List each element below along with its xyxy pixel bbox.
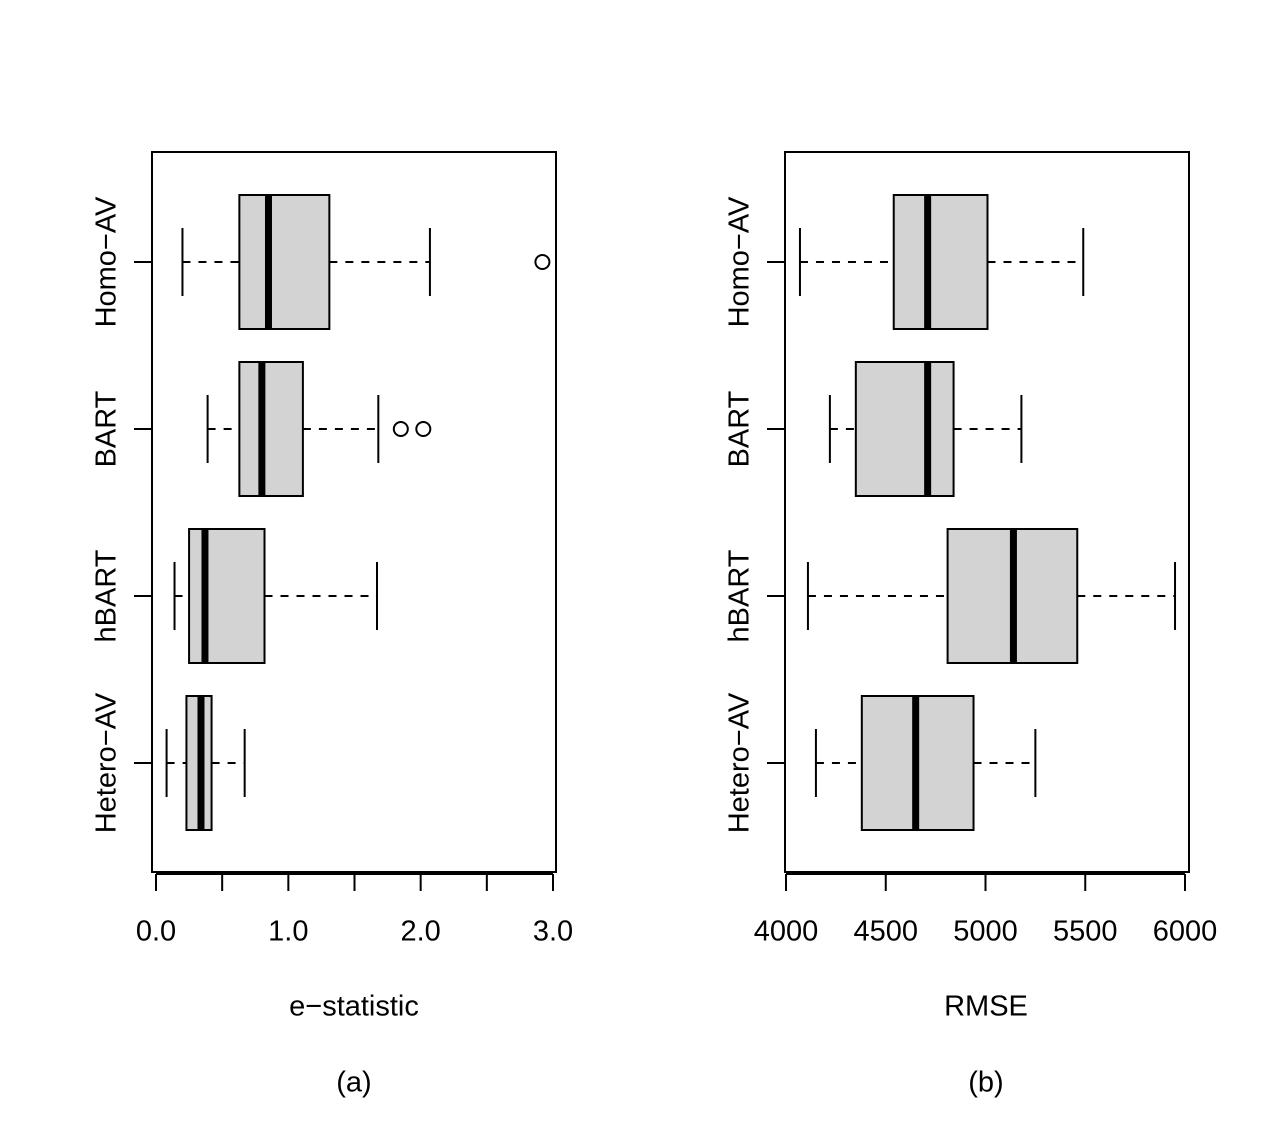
panel-label: (b) [968, 1067, 1003, 1099]
outlier-point [534, 254, 551, 270]
x-tick-label: 5500 [1053, 916, 1118, 948]
x-tick-label: 4500 [853, 916, 918, 948]
y-tick-label: Homo−AV [724, 196, 756, 327]
x-tick-label: 4000 [754, 916, 819, 948]
box-0 [798, 194, 1085, 330]
x-tick-label: 2.0 [401, 916, 441, 948]
x-tick-label: 5000 [953, 916, 1018, 948]
y-tick-label: Hetero−AV [91, 692, 123, 833]
box-2 [806, 528, 1177, 664]
y-tick-label: Homo−AV [91, 196, 123, 327]
outlier-point [392, 421, 409, 437]
box-1 [828, 361, 1023, 497]
x-tick-label: 0.0 [136, 916, 176, 948]
y-tick-label: Hetero−AV [724, 692, 756, 833]
panel-b: Homo−AV BART hBART Hetero−AV 4000 4500 5000 550… [724, 151, 1218, 1099]
y-tick-label: BART [91, 390, 123, 467]
box-rect [854, 361, 955, 497]
box-1 [206, 361, 432, 497]
box-3 [814, 695, 1037, 831]
y-tick-label: hBART [91, 549, 123, 642]
y-tick-label: BART [724, 390, 756, 467]
y-tick-label: hBART [724, 549, 756, 642]
panel-a: Homo−AV BART hBART Hetero−AV 0.0 1.0 2.0 3.0 e−s… [91, 151, 573, 1099]
box-3 [165, 695, 246, 831]
box-rect [238, 194, 331, 330]
panel-label: (a) [336, 1067, 371, 1099]
x-axis-title: RMSE [944, 991, 1028, 1023]
x-tick-label: 6000 [1153, 916, 1218, 948]
box-0 [181, 194, 551, 330]
plot-frame [151, 151, 557, 873]
outlier-point [415, 421, 432, 437]
box-rect [892, 194, 989, 330]
x-tick-label: 3.0 [533, 916, 573, 948]
box-rect [188, 528, 266, 664]
plot-frame [784, 151, 1190, 873]
box-2 [173, 528, 378, 664]
x-axis-title: e−statistic [289, 991, 419, 1023]
x-tick-label: 1.0 [268, 916, 308, 948]
box-rect [238, 361, 304, 497]
